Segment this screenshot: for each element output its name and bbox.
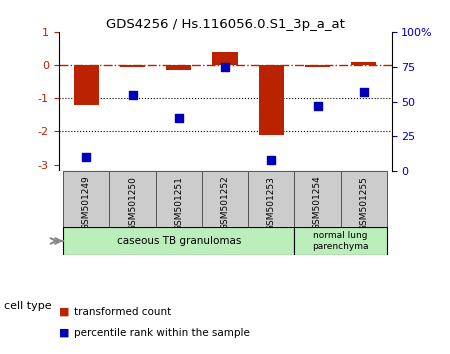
Text: GSM501253: GSM501253 [267, 176, 276, 230]
Bar [156, 171, 202, 227]
Bar [63, 227, 294, 255]
Text: transformed count: transformed count [74, 307, 171, 316]
Bar [212, 52, 238, 65]
Title: GDS4256 / Hs.116056.0.S1_3p_a_at: GDS4256 / Hs.116056.0.S1_3p_a_at [106, 18, 344, 31]
Bar [351, 62, 377, 65]
Bar [166, 65, 191, 70]
Bar [305, 65, 330, 67]
Text: GSM501255: GSM501255 [359, 176, 368, 230]
Bar [109, 171, 156, 227]
Bar [63, 171, 109, 227]
Text: GSM501251: GSM501251 [174, 176, 183, 230]
Point [314, 103, 321, 109]
Bar [259, 65, 284, 135]
Point [268, 157, 275, 163]
Bar [73, 65, 99, 105]
Text: GSM501249: GSM501249 [82, 176, 91, 230]
Point [221, 64, 229, 69]
Text: GSM501250: GSM501250 [128, 176, 137, 230]
Text: ■: ■ [58, 307, 69, 316]
Text: ■: ■ [58, 328, 69, 338]
Point [83, 154, 90, 160]
Text: GSM501254: GSM501254 [313, 176, 322, 230]
Text: cell type: cell type [4, 301, 52, 311]
Text: caseous TB granulomas: caseous TB granulomas [117, 236, 241, 246]
Bar [120, 65, 145, 67]
Bar [294, 171, 341, 227]
Text: normal lung
parenchyma: normal lung parenchyma [312, 231, 369, 251]
Bar [202, 171, 248, 227]
Point [175, 115, 182, 121]
Bar [341, 171, 387, 227]
Text: GSM501252: GSM501252 [220, 176, 230, 230]
Bar [248, 171, 294, 227]
Point [360, 89, 367, 95]
Bar [294, 227, 387, 255]
Point [129, 92, 136, 97]
Text: percentile rank within the sample: percentile rank within the sample [74, 328, 250, 338]
